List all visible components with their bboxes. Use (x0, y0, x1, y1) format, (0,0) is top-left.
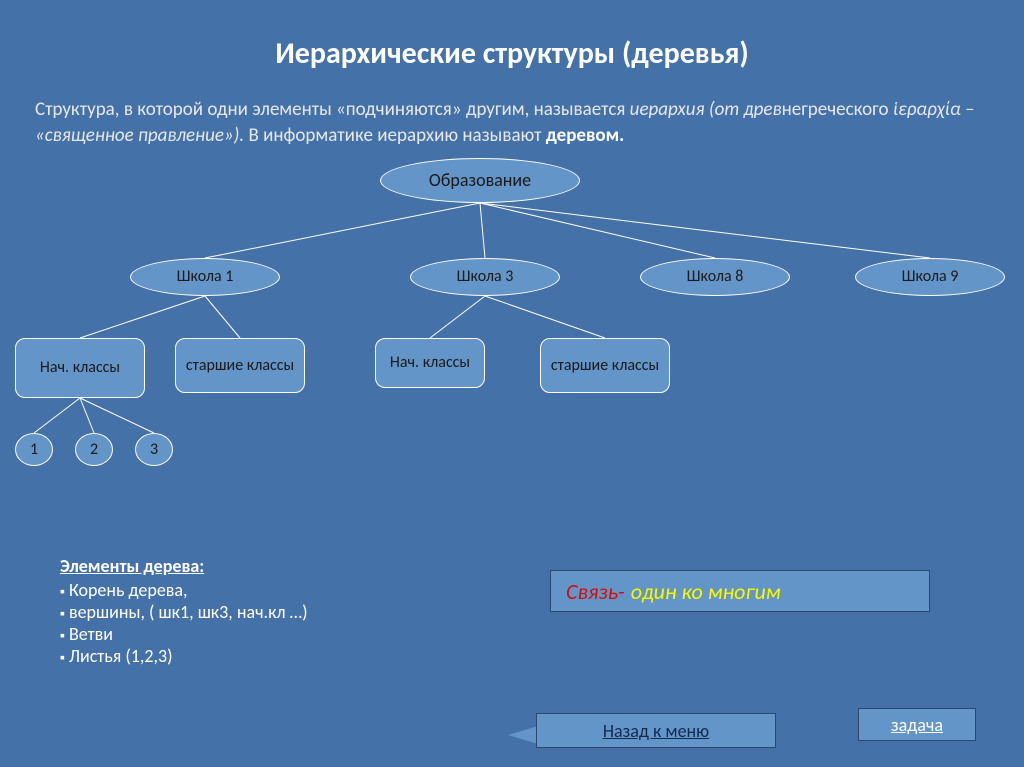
description-text: Структура, в которой одни элементы «подч… (0, 72, 1024, 148)
tree-node-st3: старшие классы (540, 338, 670, 393)
relation-dash: - (618, 578, 625, 605)
relation-word2: один ко многим (631, 578, 781, 605)
tree-node-st1: старшие классы (175, 338, 305, 393)
elements-items: Корень дерева,вершины, ( шк1, шк3, нач.к… (60, 579, 308, 667)
task-button[interactable]: задача (858, 708, 976, 741)
tree-node-root: Образование (380, 158, 580, 203)
elements-header: Элементы дерева: (60, 555, 308, 577)
list-item: Корень дерева, (60, 579, 308, 601)
list-item: Ветви (60, 623, 308, 645)
relation-word1: Связь (566, 578, 618, 605)
relation-box: Связь- один ко многим (550, 570, 930, 612)
page-title: Иерархические структуры (деревья) (0, 0, 1024, 72)
list-item: вершины, ( шк1, шк3, нач.кл …) (60, 601, 308, 623)
back-button[interactable]: Назад к меню (536, 713, 776, 748)
list-item: Листья (1,2,3) (60, 645, 308, 667)
elements-list: Элементы дерева: Корень дерева,вершины, … (60, 555, 308, 667)
back-arrow-icon (508, 726, 538, 744)
tree-node-nk1: Нач. классы (15, 338, 145, 398)
tree-diagram: ОбразованиеШкола 1Школа 3Школа 8Школа 9Н… (0, 148, 1024, 488)
tree-node-nk3: Нач. классы (375, 338, 485, 388)
